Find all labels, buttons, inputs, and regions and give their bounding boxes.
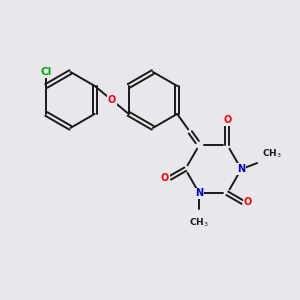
Text: O: O bbox=[244, 197, 252, 207]
Text: O: O bbox=[160, 173, 169, 183]
Text: CH$_3$: CH$_3$ bbox=[262, 148, 282, 160]
Text: N: N bbox=[195, 188, 203, 198]
Text: CH$_3$: CH$_3$ bbox=[190, 216, 209, 229]
Text: Cl: Cl bbox=[41, 67, 52, 77]
Text: O: O bbox=[108, 95, 116, 105]
Text: O: O bbox=[223, 116, 231, 125]
Text: N: N bbox=[237, 164, 245, 174]
